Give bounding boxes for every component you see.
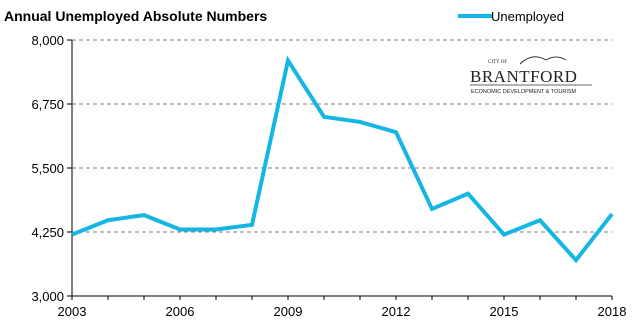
x-tick-label: 2012 xyxy=(382,304,411,319)
x-tick-label: 2003 xyxy=(58,304,87,319)
x-tick-label: 2009 xyxy=(274,304,303,319)
logo-swoosh xyxy=(519,56,567,65)
series-layer xyxy=(71,55,614,264)
y-tick-label: 3,000 xyxy=(31,289,64,304)
y-tick-label: 6,750 xyxy=(31,97,64,112)
legend: Unemployed xyxy=(458,9,564,24)
y-axis-ticks: 3,000 4,250 5,500 6,750 8,000 xyxy=(31,33,72,304)
x-tick-label: 2006 xyxy=(166,304,195,319)
chart-title: Annual Unemployed Absolute Numbers xyxy=(4,8,267,24)
y-tick-label: 5,500 xyxy=(31,161,64,176)
y-tick-label: 4,250 xyxy=(31,225,64,240)
logo-name: BRANTFORD xyxy=(470,67,577,86)
brantford-logo: CITY OF BRANTFORD ECONOMIC DEVELOPMENT &… xyxy=(470,56,592,95)
series-line-unemployed xyxy=(71,55,614,264)
x-axis-ticks: 2003 2006 2009 2012 2015 2018 xyxy=(58,296,627,319)
x-tick-label: 2018 xyxy=(598,304,627,319)
logo-city-of: CITY OF xyxy=(488,60,507,65)
gridlines xyxy=(72,39,612,233)
logo-subtitle: ECONOMIC DEVELOPMENT & TOURISM xyxy=(471,89,577,95)
y-tick-label: 8,000 xyxy=(31,33,64,48)
x-tick-label: 2015 xyxy=(490,304,519,319)
legend-label-unemployed: Unemployed xyxy=(491,9,564,24)
